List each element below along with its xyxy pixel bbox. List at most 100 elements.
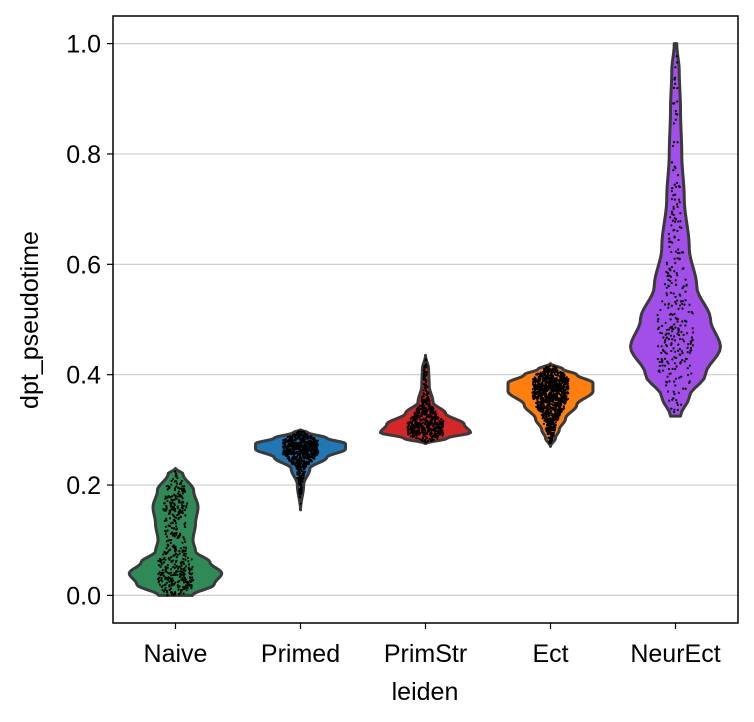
- strip-point: [656, 357, 659, 361]
- strip-point: [676, 299, 679, 302]
- strip-point: [185, 565, 188, 568]
- strip-point: [432, 425, 435, 428]
- strip-point: [566, 388, 570, 391]
- strip-point: [436, 427, 440, 430]
- strip-point: [680, 350, 684, 353]
- strip-point: [298, 496, 302, 499]
- strip-point: [670, 212, 674, 215]
- strip-point: [532, 383, 535, 386]
- strip-point: [184, 552, 188, 555]
- strip-point: [173, 563, 176, 566]
- strip-point: [679, 324, 682, 327]
- strip-point: [561, 392, 564, 395]
- strip-point: [301, 436, 304, 439]
- strip-point: [679, 375, 683, 378]
- strip-point: [176, 536, 179, 540]
- strip-point: [309, 443, 312, 446]
- strip-point: [157, 563, 160, 567]
- strip-point: [552, 422, 555, 426]
- strip-point: [545, 420, 548, 423]
- strip-point: [297, 445, 300, 449]
- strip-point: [678, 348, 681, 351]
- strip-point: [179, 547, 182, 550]
- strip-point: [686, 346, 689, 349]
- strip-point: [182, 560, 185, 563]
- strip-point: [316, 439, 320, 442]
- strip-point: [663, 364, 667, 367]
- x-tick-label-naive: Naive: [144, 640, 208, 668]
- strip-point: [298, 448, 302, 451]
- strip-point: [425, 362, 428, 366]
- strip-point: [535, 391, 538, 394]
- strip-point: [429, 411, 432, 414]
- strip-point: [553, 405, 556, 408]
- strip-point: [561, 381, 564, 384]
- strip-point: [548, 437, 552, 440]
- strip-point: [669, 334, 673, 337]
- strip-point: [415, 409, 418, 413]
- strip-point: [282, 446, 285, 449]
- strip-point: [545, 408, 548, 412]
- strip-point: [676, 205, 679, 208]
- strip-point: [297, 461, 300, 464]
- strip-point: [418, 423, 422, 426]
- strip-point: [539, 372, 543, 375]
- strip-point: [169, 591, 173, 594]
- strip-point: [545, 374, 548, 377]
- strip-point: [537, 379, 541, 382]
- strip-point: [665, 343, 668, 347]
- strip-point: [169, 571, 173, 574]
- strip-point: [436, 437, 439, 440]
- strip-point: [556, 382, 559, 385]
- strip-point: [657, 317, 660, 321]
- strip-point: [414, 414, 418, 418]
- strip-point: [167, 544, 170, 547]
- strip-point: [290, 452, 293, 455]
- strip-point: [183, 485, 186, 488]
- strip-point: [552, 433, 555, 436]
- strip-point: [438, 433, 442, 436]
- y-tick-label: 0.0: [66, 582, 101, 610]
- strip-point: [409, 435, 412, 438]
- strip-point: [183, 525, 187, 528]
- strip-point: [289, 440, 293, 443]
- strip-point: [168, 509, 171, 512]
- strip-point: [311, 441, 314, 444]
- strip-point: [422, 406, 426, 410]
- strip-point: [555, 376, 558, 380]
- strip-point: [431, 416, 434, 419]
- strip-point: [534, 376, 537, 379]
- strip-point: [180, 506, 184, 509]
- strip-point: [307, 437, 310, 440]
- strip-point: [413, 427, 416, 430]
- strip-point: [165, 504, 168, 508]
- strip-point: [186, 502, 189, 505]
- strip-point: [665, 263, 669, 266]
- strip-point: [547, 380, 550, 383]
- strip-point: [672, 205, 675, 208]
- strip-point: [180, 501, 183, 504]
- strip-point: [174, 498, 177, 501]
- strip-point: [173, 502, 176, 505]
- strip-point: [182, 585, 185, 589]
- strip-point: [313, 451, 317, 454]
- strip-point: [539, 404, 542, 407]
- strip-point: [688, 303, 691, 306]
- strip-point: [417, 437, 420, 440]
- strip-point: [303, 451, 307, 454]
- strip-point: [304, 445, 307, 448]
- strip-point: [302, 459, 306, 463]
- strip-point: [657, 345, 660, 348]
- strip-point: [173, 480, 176, 483]
- strip-point: [168, 584, 171, 587]
- strip-point: [660, 351, 663, 355]
- strip-point: [673, 408, 676, 411]
- strip-point: [310, 453, 313, 456]
- strip-point: [686, 367, 689, 370]
- strip-point: [681, 358, 684, 362]
- strip-point: [171, 478, 175, 481]
- strip-point: [296, 454, 300, 457]
- strip-point: [169, 574, 173, 577]
- strip-point: [664, 339, 667, 342]
- strip-point: [170, 584, 173, 587]
